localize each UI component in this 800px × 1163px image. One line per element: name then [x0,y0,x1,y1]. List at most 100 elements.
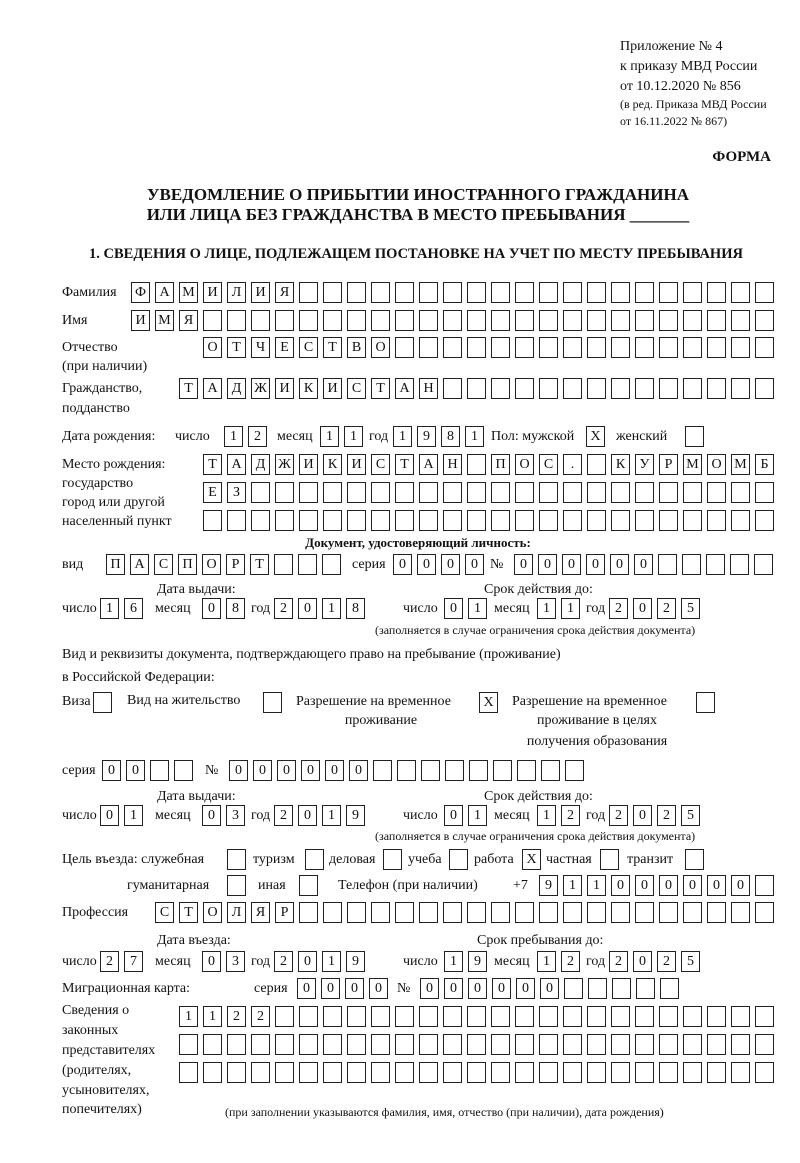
cell[interactable] [683,1006,702,1027]
cell[interactable] [635,310,654,331]
cell[interactable]: 0 [202,598,221,619]
cell[interactable] [467,337,486,358]
cell[interactable] [443,510,462,531]
cell[interactable] [443,1006,462,1027]
cell[interactable] [515,337,534,358]
cell[interactable] [467,1034,486,1055]
cell[interactable] [179,1062,198,1083]
cell[interactable] [563,282,582,303]
cell[interactable]: И [299,454,318,475]
cell[interactable] [322,554,341,575]
cell[interactable]: К [299,378,318,399]
cell[interactable]: М [683,454,702,475]
cell[interactable]: Е [203,482,222,503]
cell[interactable]: 0 [345,978,364,999]
cell[interactable] [539,1034,558,1055]
cell[interactable]: 1 [322,805,341,826]
cell[interactable] [305,849,324,870]
cell[interactable]: 8 [441,426,460,447]
cell[interactable] [659,337,678,358]
cell[interactable]: 0 [634,554,653,575]
cell[interactable]: 2 [609,598,628,619]
cell[interactable] [563,337,582,358]
cell[interactable]: 0 [349,760,368,781]
cell[interactable] [395,482,414,503]
cell[interactable]: 0 [298,598,317,619]
cell[interactable]: 0 [540,978,559,999]
purpose-study-checkbox[interactable] [449,849,473,871]
cell[interactable]: 0 [420,978,439,999]
cell[interactable]: Л [227,282,246,303]
cell[interactable]: 2 [274,805,293,826]
cell[interactable]: 0 [444,805,463,826]
cell[interactable]: Т [395,454,414,475]
cell[interactable]: 0 [325,760,344,781]
cell[interactable] [491,510,510,531]
cell[interactable]: Т [250,554,269,575]
cell[interactable] [323,902,342,923]
cell[interactable] [731,510,750,531]
cell[interactable]: 2 [657,951,676,972]
cell[interactable] [731,378,750,399]
cell[interactable]: 0 [126,760,145,781]
cell[interactable] [275,1062,294,1083]
cell[interactable]: 0 [393,554,412,575]
cell[interactable]: 0 [659,875,678,896]
cell[interactable]: Б [755,454,774,475]
cell[interactable]: И [203,282,222,303]
cell[interactable] [563,482,582,503]
cell[interactable]: А [203,378,222,399]
cell[interactable]: С [371,454,390,475]
cell[interactable] [174,760,193,781]
cell[interactable] [371,1006,390,1027]
cell[interactable] [635,1006,654,1027]
cell[interactable] [635,337,654,358]
cell[interactable] [227,1062,246,1083]
cell[interactable]: Т [371,378,390,399]
cell[interactable]: 0 [369,978,388,999]
cell[interactable] [685,426,704,447]
sex-male-checkbox[interactable]: X [586,426,610,448]
cell[interactable]: 9 [417,426,436,447]
cell[interactable] [659,282,678,303]
birthplace-field-row[interactable] [203,510,779,532]
cell[interactable]: П [106,554,125,575]
cell[interactable] [635,378,654,399]
cell[interactable] [683,337,702,358]
purpose-work-checkbox[interactable]: X [522,849,546,871]
cell[interactable]: П [178,554,197,575]
cell[interactable] [227,875,246,896]
cell[interactable]: 0 [100,805,119,826]
cell[interactable] [635,1034,654,1055]
cell[interactable]: 1 [468,598,487,619]
cell[interactable] [755,310,774,331]
cell[interactable]: 1 [537,598,556,619]
cell[interactable]: И [131,310,150,331]
cell[interactable] [371,1034,390,1055]
cell[interactable] [371,902,390,923]
cell[interactable]: 3 [226,805,245,826]
cell[interactable]: 1 [465,426,484,447]
cell[interactable]: . [563,454,582,475]
cell[interactable]: 1 [444,951,463,972]
cell[interactable]: 0 [633,951,652,972]
cell[interactable] [395,902,414,923]
cell[interactable]: А [419,454,438,475]
cell[interactable] [731,1006,750,1027]
cell[interactable] [299,1006,318,1027]
cell[interactable]: Н [419,378,438,399]
cell[interactable]: 0 [516,978,535,999]
cell[interactable] [203,510,222,531]
cell[interactable] [636,978,655,999]
cell[interactable]: 2 [100,951,119,972]
cell[interactable]: З [227,482,246,503]
